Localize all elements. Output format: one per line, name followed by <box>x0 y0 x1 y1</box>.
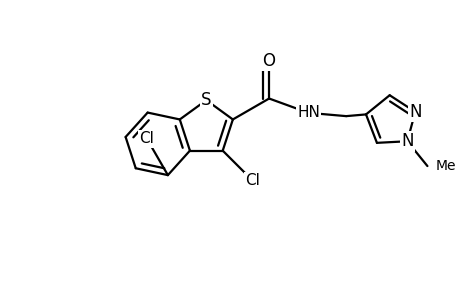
Text: O: O <box>262 52 275 70</box>
Text: Cl: Cl <box>139 131 154 146</box>
Text: S: S <box>201 91 211 109</box>
Text: Cl: Cl <box>244 173 259 188</box>
Text: N: N <box>408 103 420 121</box>
Text: HN: HN <box>297 105 319 120</box>
Text: -: - <box>0 299 1 300</box>
Text: N: N <box>400 132 413 150</box>
Text: Me: Me <box>435 159 455 173</box>
